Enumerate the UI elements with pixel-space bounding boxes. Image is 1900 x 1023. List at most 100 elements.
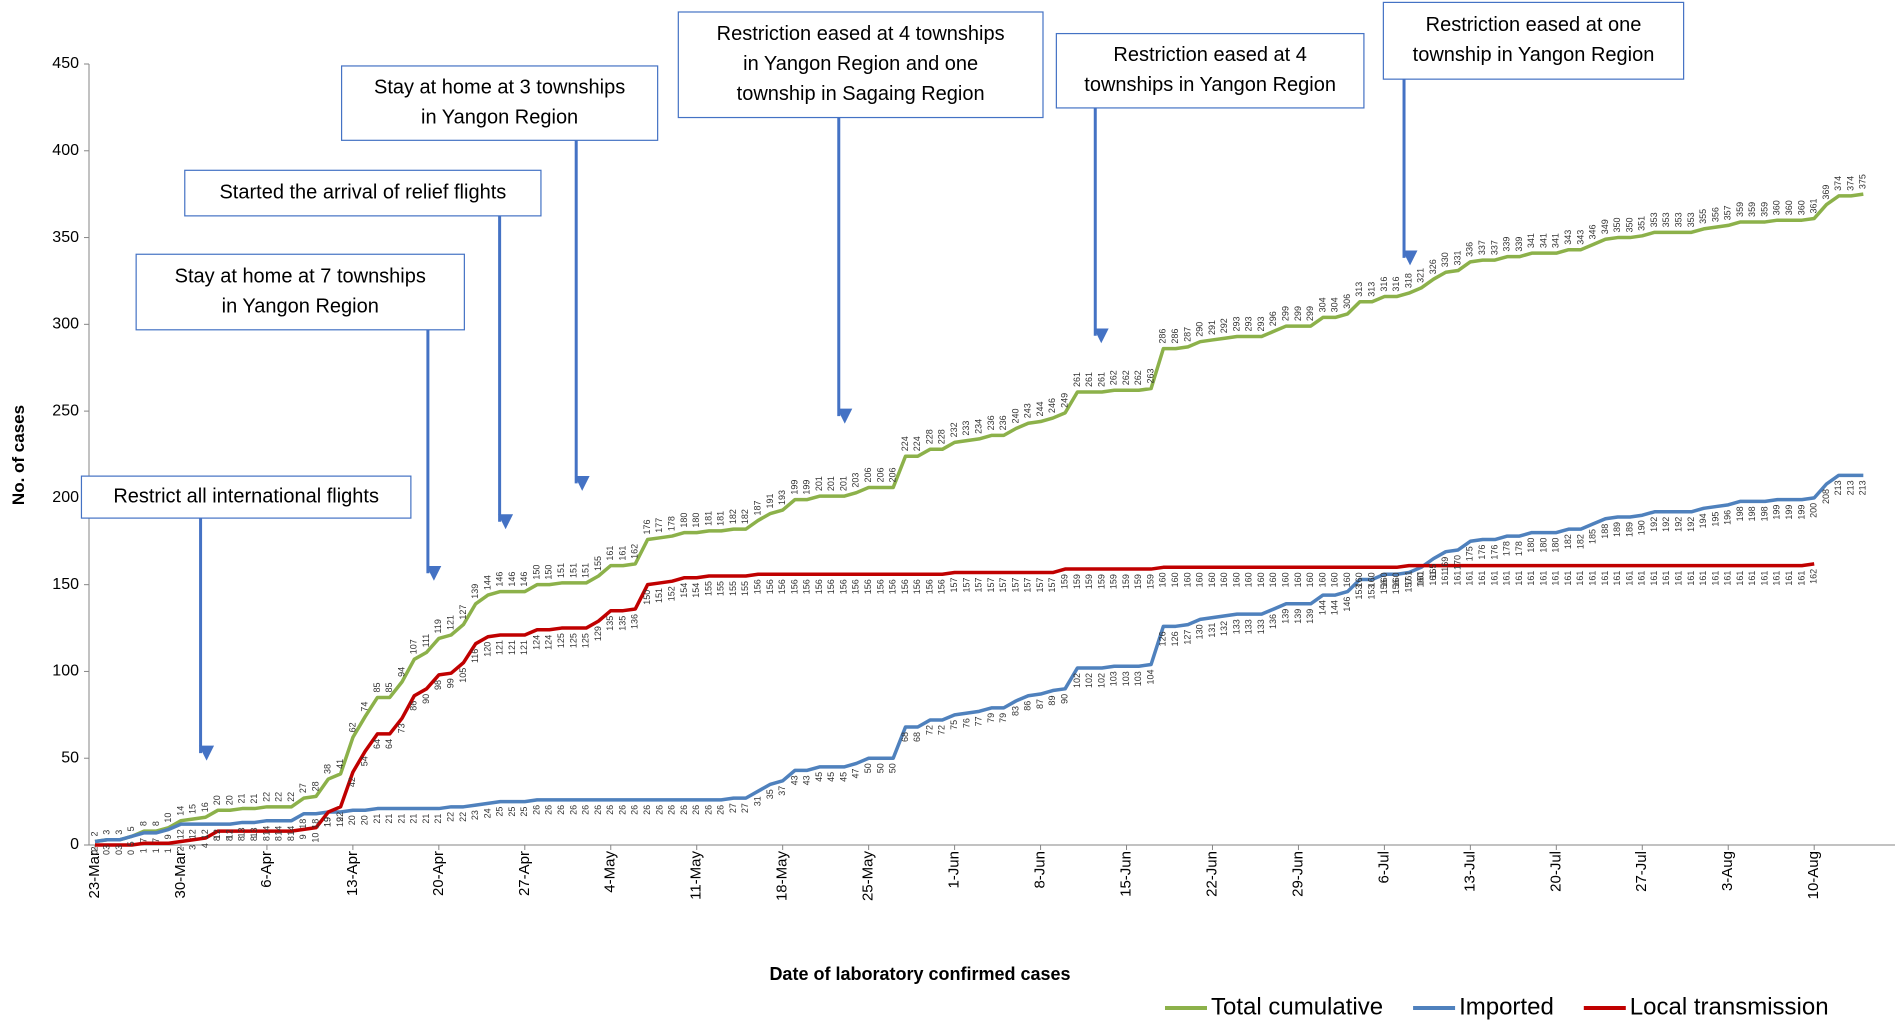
data-label: 79: [986, 713, 996, 723]
data-label: 160: [1366, 572, 1376, 587]
data-label: 18: [298, 819, 308, 829]
data-label: 86: [409, 701, 419, 711]
data-label: 156: [924, 579, 934, 594]
data-label: 3: [114, 845, 124, 850]
data-label: 188: [1600, 524, 1610, 539]
data-label: 162: [630, 544, 640, 559]
data-label: 157: [986, 578, 996, 593]
data-label: 7: [138, 838, 148, 843]
annotation-box: [677, 11, 1044, 119]
x-tick-label: 22-Jun: [1203, 851, 1220, 897]
data-label: 146: [1342, 597, 1352, 612]
data-label: 45: [814, 772, 824, 782]
data-label: 103: [1133, 671, 1143, 686]
data-label: 43: [802, 775, 812, 785]
data-label: 45: [826, 772, 836, 782]
data-label: 236: [986, 415, 996, 430]
data-label: 159: [1133, 574, 1143, 589]
data-label: 68: [900, 732, 910, 742]
data-label: 176: [1477, 545, 1487, 560]
x-tick-label: 30-Mar: [172, 851, 189, 899]
data-label: 8: [237, 836, 247, 841]
data-label: 102: [1084, 673, 1094, 688]
data-label: 244: [1035, 401, 1045, 416]
data-label: 198: [1759, 506, 1769, 521]
annotation-box: [80, 475, 412, 519]
x-tick-label: 23-Mar: [86, 851, 103, 899]
data-label: 90: [421, 694, 431, 704]
data-label: 189: [1624, 522, 1634, 537]
data-label: 161: [1612, 571, 1622, 586]
data-label: 160: [1244, 572, 1254, 587]
data-label: 14: [286, 826, 296, 836]
data-label: 22: [445, 812, 455, 822]
data-label: 26: [593, 805, 603, 815]
data-label: 23: [470, 810, 480, 820]
data-label: 206: [888, 467, 898, 482]
data-label: 161: [1416, 571, 1426, 586]
data-label: 360: [1796, 200, 1806, 215]
data-label: 337: [1477, 240, 1487, 255]
data-label: 41: [335, 759, 345, 769]
data-label: 8: [286, 836, 296, 841]
data-label: 133: [1244, 619, 1254, 634]
data-label: 83: [1010, 706, 1020, 716]
data-label: 160: [1256, 572, 1266, 587]
data-label: 161: [1477, 571, 1487, 586]
data-label: 19: [323, 817, 333, 827]
data-label: 161: [605, 546, 615, 561]
data-label: 76: [961, 718, 971, 728]
data-label: 161: [1698, 571, 1708, 586]
data-label: 161: [1759, 571, 1769, 586]
data-label: 127: [1182, 630, 1192, 645]
data-label: 79: [998, 713, 1008, 723]
data-label: 318: [1403, 273, 1413, 288]
data-label: 13: [249, 827, 259, 837]
data-label: 201: [814, 476, 824, 491]
data-label: 213: [1845, 480, 1855, 495]
data-label: 156: [1379, 579, 1389, 594]
data-label: 157: [961, 578, 971, 593]
data-label: 28: [310, 781, 320, 791]
data-label: 161: [1637, 571, 1647, 586]
data-label: 120: [482, 642, 492, 657]
data-label: 159: [1072, 574, 1082, 589]
data-label: 160: [1182, 572, 1192, 587]
data-label: 26: [703, 805, 713, 815]
data-label: 178: [667, 516, 677, 531]
x-tick-label: 27-Jul: [1633, 851, 1650, 892]
data-label: 316: [1379, 277, 1389, 292]
data-label: 161: [617, 546, 627, 561]
data-label: 360: [1772, 200, 1782, 215]
data-label: 9: [298, 834, 308, 839]
data-label: 103: [1121, 671, 1131, 686]
data-label: 331: [1452, 250, 1462, 265]
data-label: 359: [1747, 202, 1757, 217]
data-label: 180: [691, 513, 701, 528]
data-label: 26: [617, 805, 627, 815]
data-label: 135: [605, 616, 615, 631]
data-label: 159: [1084, 574, 1094, 589]
data-label: 359: [1759, 202, 1769, 217]
data-label: 156: [851, 579, 861, 594]
data-label: 130: [1195, 624, 1205, 639]
data-label: 14: [261, 826, 271, 836]
data-label: 353: [1661, 212, 1671, 227]
data-label: 293: [1256, 316, 1266, 331]
data-label: 26: [716, 805, 726, 815]
data-label: 12: [200, 829, 210, 839]
data-label: 161: [1551, 571, 1561, 586]
data-label: 139: [1305, 609, 1315, 624]
data-label: 154: [679, 583, 689, 598]
data-label: 262: [1109, 370, 1119, 385]
data-label: 263: [1145, 369, 1155, 384]
data-label: 22: [286, 792, 296, 802]
data-label: 150: [531, 565, 541, 580]
data-label: 346: [1588, 224, 1598, 239]
data-label: 159: [1059, 574, 1069, 589]
data-label: 178: [1502, 541, 1512, 556]
data-label: 156: [1391, 579, 1401, 594]
data-label: 155: [728, 581, 738, 596]
data-label: 152: [667, 586, 677, 601]
data-label: 161: [1772, 571, 1782, 586]
